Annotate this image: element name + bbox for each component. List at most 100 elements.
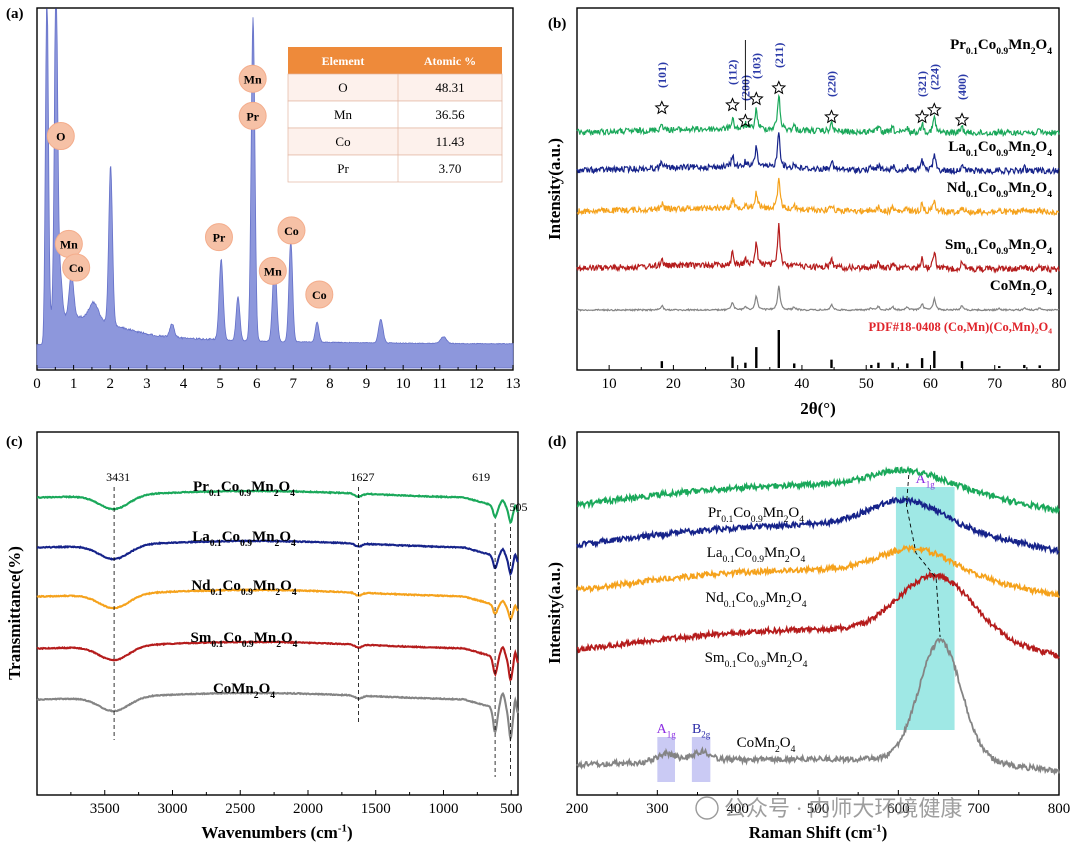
hkl-label: (101) (655, 62, 669, 88)
table-cell: O (338, 80, 347, 95)
table-row (287, 100, 503, 129)
raman-series-name-part: 2 (785, 554, 790, 565)
ftir-series-name-part: Mn (253, 578, 276, 594)
ftir-series-name-part: 2 (274, 488, 279, 499)
ftir-series-name-part: 0.1 (209, 488, 221, 499)
x-tick-label: 600 (887, 801, 910, 817)
raman-band (657, 737, 676, 782)
x-tick-label: 800 (1048, 801, 1071, 817)
ftir-series-name-part: Co (222, 529, 240, 545)
element-badge (238, 101, 267, 130)
raman-series-name-part: 2 (787, 659, 792, 670)
peak-star (914, 109, 930, 124)
ftir-series-name-part: 0.9 (242, 639, 254, 650)
x-tick-label: 2 (106, 376, 114, 392)
table-row (287, 73, 503, 102)
raman-band-label: A1g (916, 472, 936, 489)
ftir-series-name: Nd0.1Co0.9Mn2O4 (191, 578, 297, 598)
x-tick-label: 300 (646, 801, 669, 817)
peak-star (737, 113, 753, 128)
raman-series-name: Nd0.1Co0.9Mn2O4 (705, 590, 806, 610)
xrd-series-name-part: Mn (1008, 139, 1031, 155)
ftir-series-name-part: Nd (191, 578, 211, 594)
panel-c-ylabel: Transmittance(%) (5, 546, 24, 680)
element-badge-label: Co (69, 261, 84, 275)
element-badge-label: Co (312, 288, 327, 302)
watermark-text: 公众号 · 内师大环境健康 (724, 796, 962, 821)
xrd-series-name-part: O (1036, 237, 1048, 253)
x-tick-label: 10 (396, 376, 411, 392)
panel-b-frame (576, 7, 1060, 371)
x-tick-label: 20 (666, 376, 681, 392)
xrd-series-name-part: O (1036, 37, 1048, 53)
element-badge (238, 64, 267, 93)
xrd-series-name-part: Mn (1008, 237, 1031, 253)
element-badge-label: O (56, 130, 65, 144)
ftir-series-name-part: 4 (292, 587, 297, 598)
panel-d-xlabel-part: ) (882, 823, 888, 842)
raman-series-name: CoMn2O4 (737, 735, 796, 755)
band-label: 3431 (106, 470, 130, 484)
reference-label: PDF#18-0408 (Co,Mn)(Co,Mn)₂O₄ (868, 320, 1052, 334)
ftir-series-name-part: 0.1 (210, 538, 222, 549)
raman-series-name-part: O (788, 505, 799, 521)
x-tick-label: 500 (807, 801, 830, 817)
raman-series-name-part: 0.9 (751, 514, 763, 525)
xrd-series-name-part: 0.9 (996, 189, 1008, 200)
ftir-series-name-part: Co (223, 578, 241, 594)
x-tick-label: 5 (216, 376, 224, 392)
x-tick-label: 11 (433, 376, 447, 392)
x-tick-label: 13 (506, 376, 521, 392)
ftir-series-name-part: O (279, 479, 291, 495)
ftir-series-name-part: 4 (270, 690, 275, 701)
ftir-series-name-part: O (280, 578, 292, 594)
raman-series-name: Pr0.1Co0.9Mn2O4 (708, 505, 804, 525)
x-tick-label: 3000 (157, 801, 187, 817)
raman-series-line (576, 544, 1060, 599)
x-tick-label: 1500 (361, 801, 391, 817)
hkl-label: (321) (915, 71, 929, 97)
xrd-series-name-part: Mn (1008, 180, 1031, 196)
raman-series-line (576, 465, 1060, 515)
band-label: 619 (472, 470, 490, 484)
element-badge-label: Mn (264, 264, 282, 278)
panel-c-xlabel-part: -1 (338, 823, 347, 835)
panel-b-label: (b) (548, 16, 566, 32)
hkl-label: (400) (955, 74, 969, 100)
x-tick-label: 3500 (90, 801, 120, 817)
xrd-series-line (576, 222, 1060, 274)
hkl-label: (211) (772, 43, 786, 68)
xrd-series-name-part: Co (978, 180, 996, 196)
hkl-label: (224) (927, 64, 941, 90)
ftir-series-name-part: Co (223, 630, 241, 646)
raman-series-name-part: 0.1 (724, 599, 736, 610)
xrd-series-name-part: 2 (1031, 46, 1036, 57)
table-cell: 11.43 (436, 134, 465, 149)
peak-star (725, 97, 740, 112)
ftir-series-line (36, 539, 519, 577)
xrd-series-name: Pr0.1Co0.9Mn2O4 (950, 37, 1052, 57)
raman-band-label-part: A (916, 472, 927, 487)
element-badge-label: Pr (246, 109, 259, 123)
raman-series-name-part: O (791, 590, 802, 606)
band-label: 1627 (351, 470, 375, 484)
x-tick-label: 70 (987, 376, 1002, 392)
xrd-series-name-part: CoMn (990, 278, 1031, 294)
panel-d-xlabel: Raman Shift (cm-1) (749, 823, 887, 842)
table-cell: Pr (337, 161, 349, 176)
panel-a: (a) 0 1 2 3 4 5 6 7 8 9 10 11 12 13OMnCoPrMnPrMnCoCoE… (6, 6, 521, 392)
xrd-series-line (576, 177, 1060, 217)
ftir-series-name: La0.1Co0.9Mn2O4 (192, 529, 296, 549)
ftir-series-name-part: 4 (291, 538, 296, 549)
table-header-cell: Atomic % (424, 54, 476, 68)
raman-series-name-part: Co (735, 545, 753, 561)
xrd-series-name-part: 2 (1031, 287, 1036, 298)
ftir-series-name: CoMn2O4 (213, 681, 275, 701)
ftir-series-name-part: 0.9 (240, 538, 252, 549)
element-badge (62, 253, 91, 282)
table-cell: Mn (334, 107, 353, 122)
x-tick-label: 80 (1052, 376, 1067, 392)
xrd-series-name: CoMn2O4 (990, 278, 1052, 298)
